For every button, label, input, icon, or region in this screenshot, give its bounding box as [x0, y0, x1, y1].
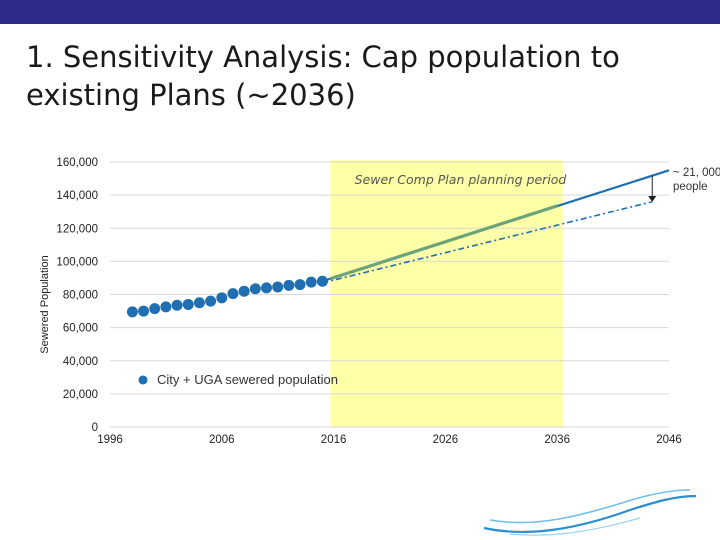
data-point — [238, 285, 250, 297]
data-point — [272, 281, 284, 293]
y-tick-label: 0 — [92, 422, 98, 434]
y-tick-label: 140,000 — [56, 190, 98, 202]
annotation-line1: ~ 21, 000 — [673, 167, 720, 179]
x-tick-label: 2026 — [433, 434, 459, 446]
data-point — [171, 299, 183, 311]
capped-projection-line — [322, 200, 653, 284]
population-chart: 0 20,000 40,000 60,000 80,000 100,000 120,000 1… — [39, 157, 720, 446]
data-point — [249, 283, 261, 295]
y-tick-labels: 0 20,000 40,000 60,000 80,000 100,000 120,000 1… — [56, 157, 98, 434]
x-tick-label: 2036 — [544, 434, 570, 446]
data-point — [283, 279, 295, 291]
slide-title: 1. Sensitivity Analysis: Cap population … — [26, 38, 706, 114]
y-tick-label: 100,000 — [56, 256, 98, 268]
data-point — [227, 288, 239, 300]
x-tick-label: 2006 — [209, 434, 235, 446]
annotation-line2: people — [673, 181, 708, 193]
y-tick-label: 80,000 — [63, 290, 98, 302]
logo-wave-1 — [483, 494, 697, 533]
slide-title-line1: 1. Sensitivity Analysis: Cap population … — [26, 40, 620, 74]
header-bar — [0, 0, 720, 24]
data-point — [216, 292, 228, 304]
annotation-arrowhead — [648, 195, 657, 202]
data-point — [261, 282, 273, 294]
data-point — [182, 298, 194, 310]
series-layer — [126, 169, 670, 318]
logo-wave-2 — [489, 489, 691, 524]
slide-title-line2: existing Plans (~2036) — [26, 78, 356, 112]
x-tick-label: 2046 — [656, 434, 682, 446]
y-tick-label: 120,000 — [56, 223, 98, 235]
planning-period-line — [329, 204, 558, 281]
data-point — [149, 303, 161, 315]
y-tick-label: 40,000 — [63, 356, 98, 368]
highlight-band — [330, 160, 563, 427]
waves-logo — [483, 489, 697, 536]
data-point — [138, 305, 150, 317]
y-tick-label: 160,000 — [56, 157, 98, 169]
y-axis-label: Sewered Population — [39, 255, 51, 353]
x-tick-label: 2016 — [321, 434, 347, 446]
y-tick-label: 60,000 — [63, 323, 98, 335]
logo-wave-3 — [509, 517, 641, 536]
x-tick-labels: 1996 2006 2016 2026 2036 2046 — [97, 434, 682, 446]
data-point — [205, 295, 217, 307]
y-tick-label: 20,000 — [63, 389, 98, 401]
legend-marker — [138, 375, 148, 385]
legend-label: City + UGA sewered population — [157, 372, 338, 387]
data-point — [160, 301, 172, 313]
data-point — [126, 306, 138, 318]
x-tick-label: 1996 — [97, 434, 123, 446]
band-label: Sewer Comp Plan planning period — [355, 172, 567, 187]
data-point — [193, 297, 205, 309]
data-point — [305, 276, 317, 288]
data-point — [294, 279, 306, 291]
